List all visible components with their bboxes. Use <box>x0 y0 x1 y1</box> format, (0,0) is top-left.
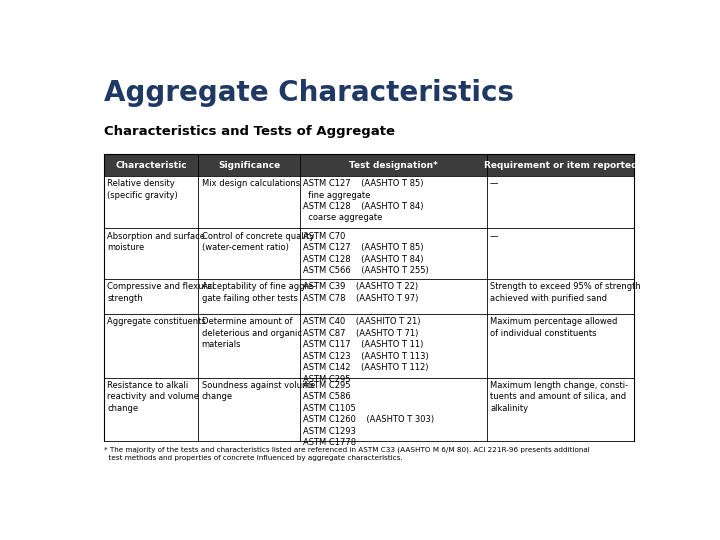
Text: Characteristics and Tests of Aggregate: Characteristics and Tests of Aggregate <box>104 125 395 138</box>
Text: —: — <box>490 232 498 241</box>
Text: Strength to exceed 95% of strength
achieved with purified sand: Strength to exceed 95% of strength achie… <box>490 282 641 302</box>
Bar <box>104 279 634 314</box>
Text: Maximum length change, consti-
tuents and amount of silica, and
alkalinity: Maximum length change, consti- tuents an… <box>490 381 628 413</box>
Text: Maximum percentage allowed
of individual constituents: Maximum percentage allowed of individual… <box>490 318 618 338</box>
Text: ASTM C39    (AASHTO T 22)
ASTM C78    (AASHTO T 97): ASTM C39 (AASHTO T 22) ASTM C78 (AASHTO … <box>303 282 419 302</box>
Text: Determine amount of
deleterious and organic
materials: Determine amount of deleterious and orga… <box>202 318 302 349</box>
Text: Soundness against volume
change: Soundness against volume change <box>202 381 315 401</box>
Text: —: — <box>490 179 498 188</box>
Text: Requirement or item reported: Requirement or item reported <box>484 160 637 170</box>
Text: Absorption and surface
moisture: Absorption and surface moisture <box>107 232 205 252</box>
Text: * The majority of the tests and characteristics listed are referenced in ASTM C3: * The majority of the tests and characte… <box>104 446 590 461</box>
Text: Acceptability of fine aggre-
gate failing other tests: Acceptability of fine aggre- gate failin… <box>202 282 316 302</box>
Text: ASTM C127    (AASHTO T 85)
  fine aggregate
ASTM C128    (AASHTO T 84)
  coarse : ASTM C127 (AASHTO T 85) fine aggregate A… <box>303 179 424 222</box>
Bar <box>104 154 634 176</box>
Text: Aggregate constituents: Aggregate constituents <box>107 318 206 326</box>
Text: Significance: Significance <box>218 160 280 170</box>
Text: ASTM C295
ASTM C586
ASTM C1105
ASTM C1260    (AASHTO T 303)
ASTM C1293
ASTM C177: ASTM C295 ASTM C586 ASTM C1105 ASTM C126… <box>303 381 435 447</box>
Text: Compressive and flexural
strength: Compressive and flexural strength <box>107 282 215 302</box>
Text: ASTM C40    (AASHITO T 21)
ASTM C87    (AASHTO T 71)
ASTM C117    (AASHTO T 11)
: ASTM C40 (AASHITO T 21) ASTM C87 (AASHTO… <box>303 318 429 383</box>
Text: Characteristic: Characteristic <box>115 160 187 170</box>
Text: Resistance to alkali
reactivity and volume
change: Resistance to alkali reactivity and volu… <box>107 381 199 413</box>
Text: Control of concrete quality
(water-cement ratio): Control of concrete quality (water-cemen… <box>202 232 314 252</box>
Text: Aggregate Characteristics: Aggregate Characteristics <box>104 79 514 107</box>
Text: Relative density
(specific gravity): Relative density (specific gravity) <box>107 179 178 200</box>
Text: Mix design calculations: Mix design calculations <box>202 179 300 188</box>
Text: ASTM C70
ASTM C127    (AASHTO T 85)
ASTM C128    (AASHTO T 84)
ASTM C566    (AAS: ASTM C70 ASTM C127 (AASHTO T 85) ASTM C1… <box>303 232 429 275</box>
Text: Test designation*: Test designation* <box>349 160 438 170</box>
